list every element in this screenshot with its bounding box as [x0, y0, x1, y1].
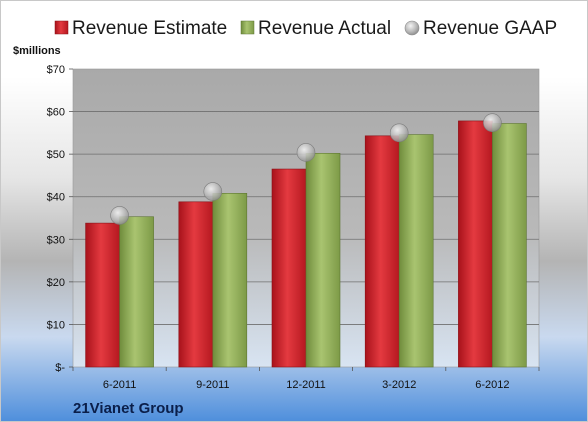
y-axis: $- $10 $20 $30 $40 $50 $60 $70	[47, 64, 73, 374]
bar-revenue-estimate	[364, 135, 400, 368]
gaap-markers	[110, 113, 502, 225]
legend-label-estimate: Revenue Estimate	[72, 18, 227, 39]
legend-label-actual: Revenue Actual	[258, 18, 391, 39]
legend-item-gaap[interactable]: Revenue GAAP	[404, 18, 557, 39]
x-tick-label: 6-2012	[475, 379, 509, 391]
bars	[85, 120, 527, 368]
marker-revenue-gaap	[483, 113, 502, 132]
bar-revenue-estimate	[458, 120, 493, 368]
x-tick-label: 9-2011	[196, 379, 229, 391]
y-tick-label: $20	[47, 277, 65, 289]
legend: Revenue Estimate Revenue Actual Revenue …	[54, 18, 557, 39]
bar-revenue-actual	[398, 134, 434, 368]
x-axis: 6-2011 9-2011 12-2011 3-2012 6-2012	[72, 367, 540, 391]
bar-revenue-actual	[492, 123, 527, 368]
y-tick-label: $60	[47, 107, 65, 119]
marker-revenue-gaap	[203, 182, 223, 201]
legend-item-actual[interactable]: Revenue Actual	[240, 18, 391, 39]
x-tick-label: 3-2012	[382, 379, 416, 391]
marker-revenue-gaap	[110, 206, 129, 225]
company-name: 21Vianet Group	[73, 400, 184, 417]
bar-revenue-estimate	[178, 201, 214, 368]
legend-item-estimate[interactable]: Revenue Estimate	[54, 18, 227, 39]
legend-label-gaap: Revenue GAAP	[423, 18, 557, 39]
bar-revenue-actual	[212, 193, 248, 368]
legend-swatch-estimate	[54, 20, 69, 35]
x-tick-label: 6-2011	[103, 379, 136, 391]
bar-revenue-estimate	[271, 168, 307, 368]
bar-revenue-estimate	[85, 222, 120, 368]
y-tick-label: $30	[47, 234, 65, 246]
y-tick-label: $70	[47, 64, 65, 76]
bar-revenue-actual	[119, 216, 154, 368]
x-tick-label: 12-2011	[286, 379, 326, 391]
marker-revenue-gaap	[389, 123, 409, 143]
y-tick-label: $10	[47, 319, 65, 331]
y-tick-label: $40	[47, 192, 65, 204]
legend-swatch-actual	[240, 20, 255, 35]
y-tick-label: $-	[55, 362, 65, 374]
y-tick-label: $50	[47, 149, 65, 161]
legend-swatch-gaap	[404, 20, 420, 36]
unit-label: $millions	[13, 45, 61, 57]
marker-revenue-gaap	[296, 143, 316, 162]
bar-revenue-actual	[305, 152, 341, 368]
